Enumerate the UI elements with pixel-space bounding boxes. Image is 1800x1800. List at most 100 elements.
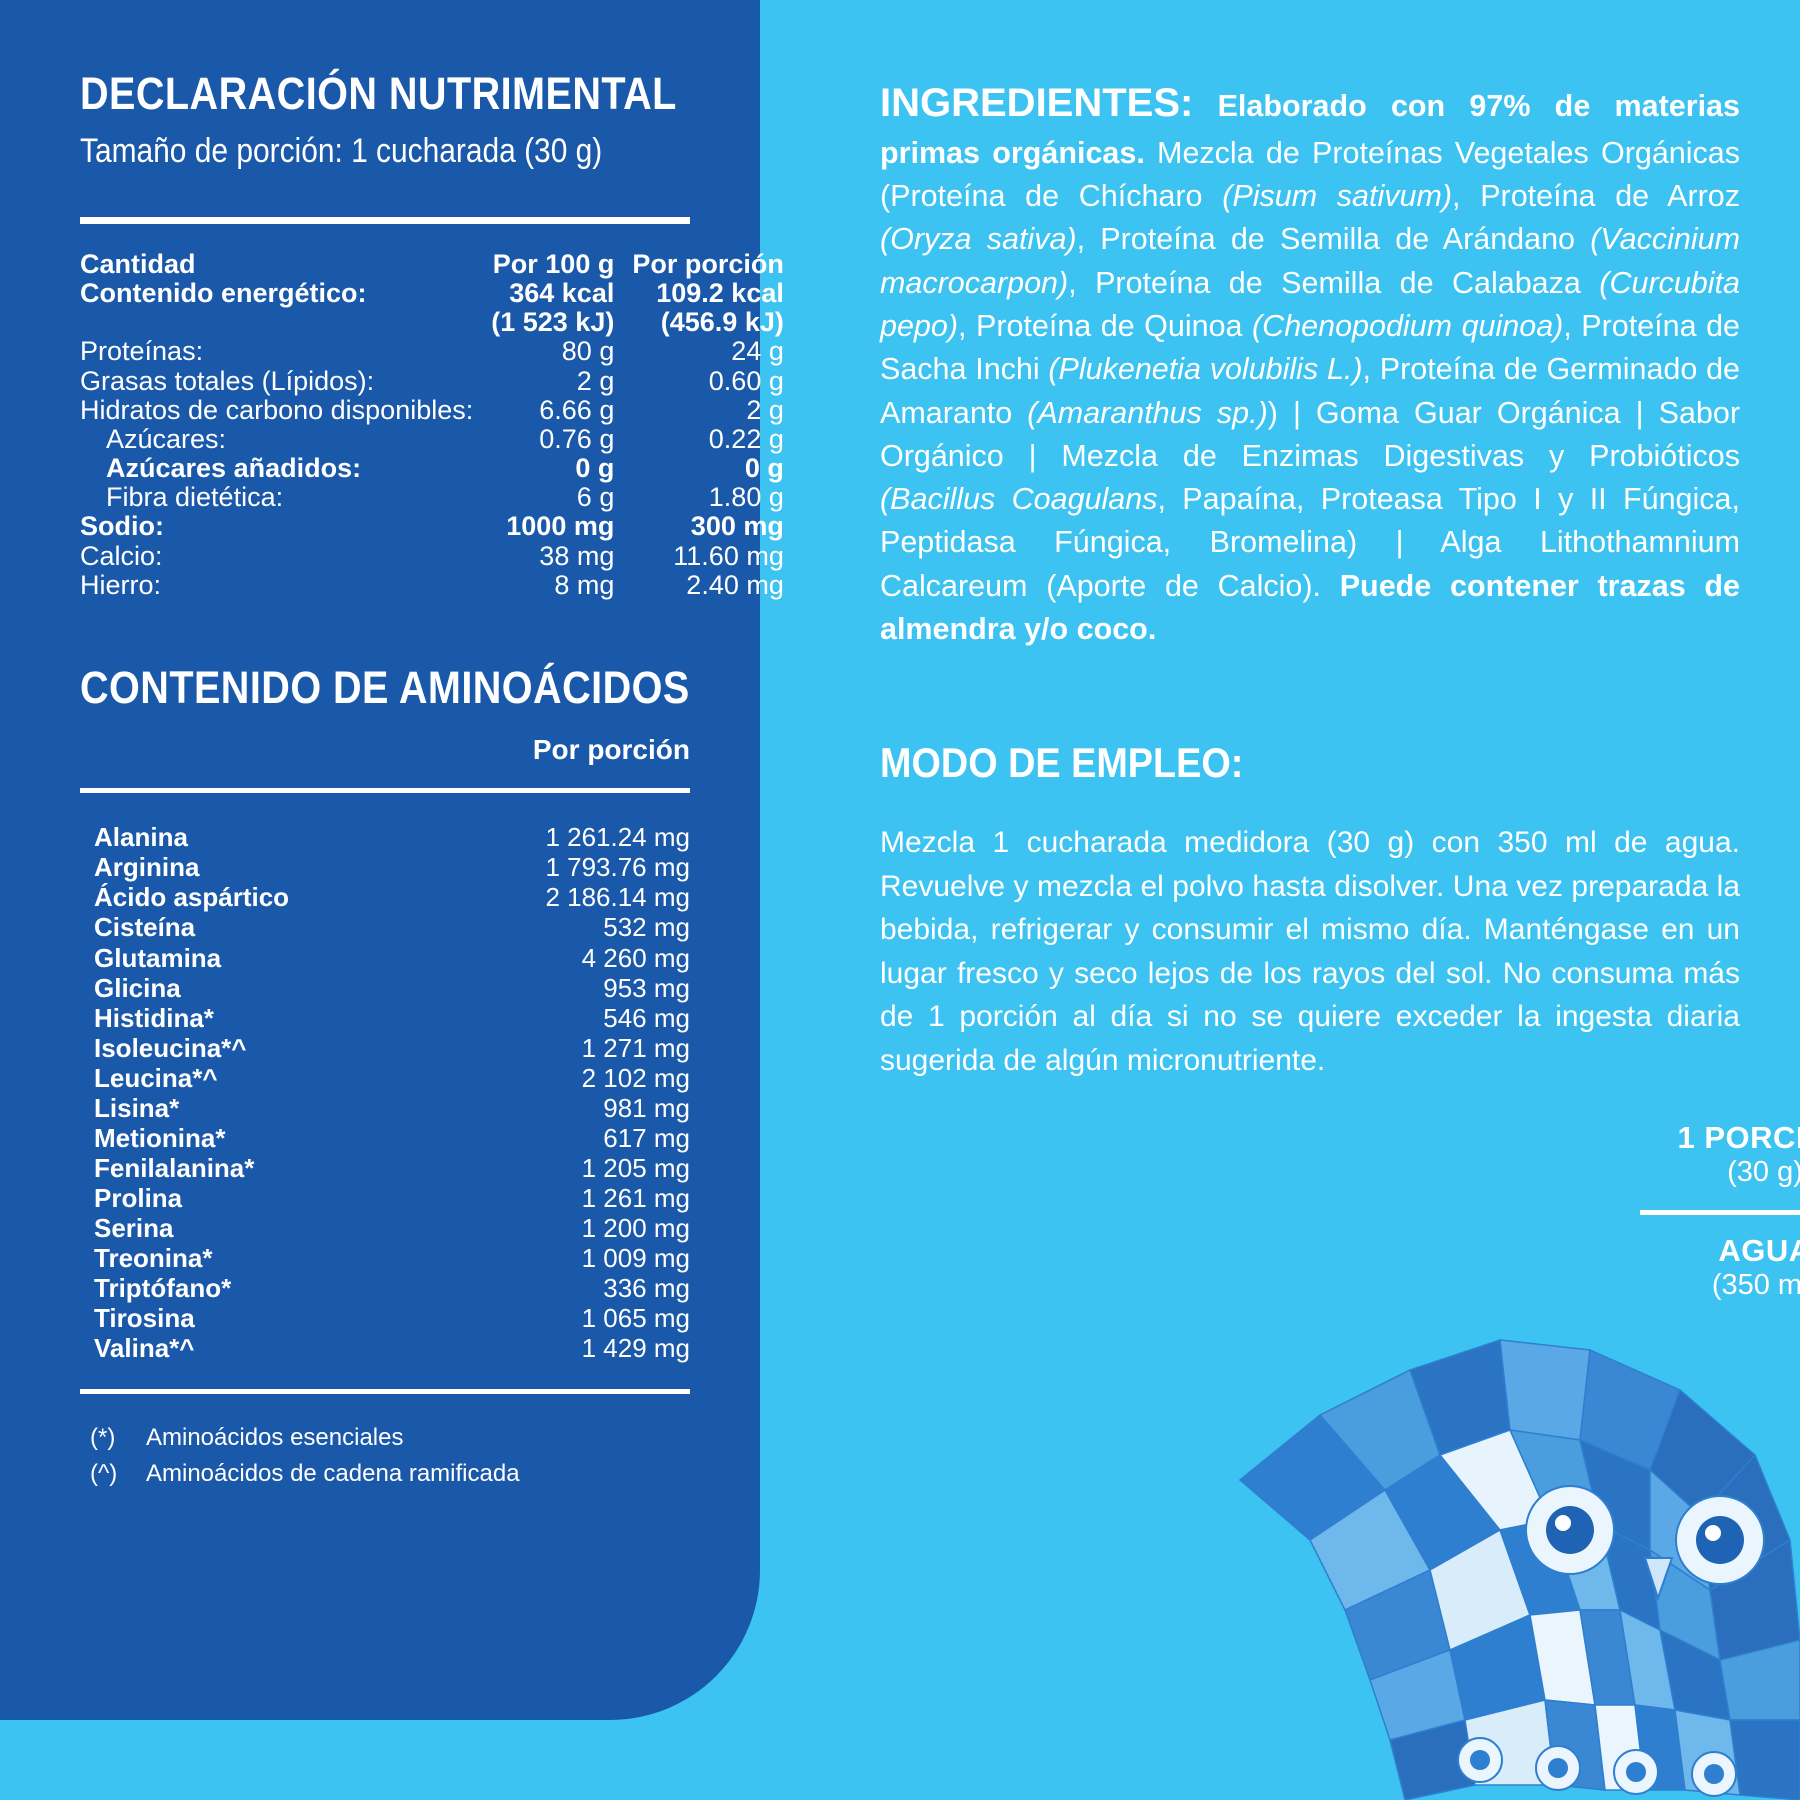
ingredients-heading: INGREDIENTES: xyxy=(880,81,1194,125)
amino-name: Treonina* xyxy=(94,1242,213,1273)
info-panel: INGREDIENTES: Elaborado con 97% de mater… xyxy=(760,0,1800,1800)
usda-band: ORGANIC xyxy=(1645,1610,1753,1656)
amino-value: 336 mg xyxy=(603,1272,690,1303)
serving-diagram: 1 PORCIÓN (30 g) AGUA (350 ml) xyxy=(1640,1120,1800,1350)
amino-value: 546 mg xyxy=(603,1002,690,1033)
table-row: Tirosina 1 065 mg xyxy=(80,1303,690,1333)
row-label: Hierro: xyxy=(80,569,162,600)
amino-acid-table: Alanina 1 261.24 mg Arginina 1 793.76 mg Á… xyxy=(80,823,690,1364)
table-row: Valina*^ 1 429 mg xyxy=(80,1333,690,1363)
amino-value: 617 mg xyxy=(603,1122,690,1153)
ingredients-body-8: ) | Goma Guar Orgánica | Sabor Orgánico … xyxy=(880,395,1740,473)
row-label: Contenido energético: xyxy=(80,278,367,309)
ingredients-paragraph: INGREDIENTES: Elaborado con 97% de mater… xyxy=(880,75,1740,651)
table-row: Glicina 953 mg xyxy=(80,973,690,1003)
footnote-mark: (*) xyxy=(90,1424,116,1452)
row-label xyxy=(80,308,473,337)
arrow-icon xyxy=(1640,1199,1800,1225)
footnote-mark: (^) xyxy=(90,1460,118,1488)
table-row: Leucina*^ 2 102 mg xyxy=(80,1063,690,1093)
row-value-perportion: 0.60 g xyxy=(708,365,784,396)
ingredients-body-9: , Papaína, Proteasa Tipo I y II Fúngica,… xyxy=(880,482,1740,603)
amino-name: Triptófano* xyxy=(94,1272,232,1303)
row-label: Fibra dietética: xyxy=(106,482,284,513)
amino-value: 1 271 mg xyxy=(581,1032,690,1063)
amino-value: 1 205 mg xyxy=(581,1152,690,1183)
divider-top xyxy=(80,217,690,224)
table-row: Grasas totales (Lípidos): 2 g 0.60 g xyxy=(80,365,784,396)
row-value-perportion: 1.80 g xyxy=(708,482,784,513)
usda-organic-badge: USDA ORGANIC xyxy=(1640,1543,1758,1661)
amino-value: 1 429 mg xyxy=(581,1332,690,1363)
row-value-perportion: 11.60 mg xyxy=(673,540,784,571)
row-value-per100: 38 mg xyxy=(539,540,615,571)
row-value-per100: 0.76 g xyxy=(539,423,615,454)
amino-name: Alanina xyxy=(94,822,188,853)
amino-name: Valina*^ xyxy=(94,1332,195,1363)
row-value-per100: 8 mg xyxy=(554,569,615,600)
ingredients-sci-7: (Amaranthus sp.) xyxy=(1027,395,1268,430)
table-row: Azúcares: 0.76 g 0.22 g xyxy=(80,423,784,454)
amino-name: Glicina xyxy=(94,972,181,1003)
amino-value: 1 065 mg xyxy=(581,1302,690,1333)
amino-name: Arginina xyxy=(94,852,200,883)
page-title: DECLARACIÓN NUTRIMENTAL xyxy=(80,68,677,119)
ingredients-sci-4: (Curcubita pepo) xyxy=(880,265,1740,343)
divider-amino-bottom xyxy=(80,1389,690,1395)
row-value-perportion: 2 g xyxy=(746,394,784,425)
row-label: Grasas totales (Lípidos): xyxy=(80,365,375,396)
row-value-perportion: (456.9 kJ) xyxy=(660,307,784,338)
row-label: Azúcares: xyxy=(106,423,227,454)
row-value-per100: 2 g xyxy=(576,365,615,396)
amino-name: Serina xyxy=(94,1212,174,1243)
amino-section-title: CONTENIDO DE AMINOÁCIDOS xyxy=(80,661,690,713)
amino-name: Metionina* xyxy=(94,1122,226,1153)
row-label: Calcio: xyxy=(80,540,163,571)
usage-heading: MODO DE EMPLEO: xyxy=(880,739,1244,787)
nutrition-table: Cantidad Por 100 g Por porción Contenido… xyxy=(80,249,784,600)
table-row: Treonina* 1 009 mg xyxy=(80,1243,690,1273)
owl-eye-left xyxy=(1525,1485,1615,1575)
col-header-perportion: Por porción xyxy=(632,249,784,279)
row-value-per100: 364 kcal xyxy=(509,278,615,309)
table-header-row: Cantidad Por 100 g Por porción xyxy=(80,249,784,279)
table-row: Prolina 1 261 mg xyxy=(80,1183,690,1213)
amino-value: 2 186.14 mg xyxy=(545,882,690,913)
row-label: Hidratos de carbono disponibles: xyxy=(80,394,474,425)
amino-name: Isoleucina*^ xyxy=(94,1032,247,1063)
serving-size-label: Tamaño de porción: 1 cucharada (30 g) xyxy=(80,132,603,170)
water-label: AGUA xyxy=(1718,1233,1800,1268)
amino-value: 1 009 mg xyxy=(581,1242,690,1273)
row-value-perportion: 109.2 kcal xyxy=(656,278,784,309)
ingredients-body-4: , Proteína de Semilla de Calabaza xyxy=(1068,265,1600,300)
col-header-per100: Por 100 g xyxy=(492,249,615,279)
table-row: Lisina* 981 mg xyxy=(80,1093,690,1123)
table-row: Fenilalanina* 1 205 mg xyxy=(80,1153,690,1183)
row-value-perportion: 2.40 mg xyxy=(686,569,784,600)
amino-value: 981 mg xyxy=(603,1092,690,1123)
table-row: Histidina* 546 mg xyxy=(80,1003,690,1033)
ingredients-sci-3: (Vaccinium macrocarpon) xyxy=(880,222,1740,300)
row-value-per100: (1 523 kJ) xyxy=(491,307,615,338)
table-row: Triptófano* 336 mg xyxy=(80,1273,690,1303)
ingredients-body-7: , Proteína de Germinado de Amaranto xyxy=(880,352,1740,430)
ingredients-trace-warning: Puede contener trazas de almendra y/o co… xyxy=(880,568,1740,647)
table-row: Arginina 1 793.76 mg xyxy=(80,853,690,883)
portion-label: 1 PORCIÓN xyxy=(1677,1120,1800,1155)
usage-paragraph: Mezcla 1 cucharada medidora (30 g) con 3… xyxy=(880,826,1740,1077)
row-label: Proteínas: xyxy=(80,336,204,367)
ingredients-sci-5: (Chenopodium quinoa) xyxy=(1252,308,1564,343)
amino-name: Cisteína xyxy=(94,912,196,943)
table-row: Isoleucina*^ 1 271 mg xyxy=(80,1033,690,1063)
table-row: Metionina* 617 mg xyxy=(80,1123,690,1153)
footnote-essential: (*) Aminoácidos esenciales xyxy=(80,1420,690,1456)
footnote-text: Aminoácidos de cadena ramificada xyxy=(146,1460,520,1488)
amino-value: 1 261 mg xyxy=(581,1182,690,1213)
amino-value: 4 260 mg xyxy=(581,942,690,973)
ingredients-sci-2: (Oryza sativa) xyxy=(880,222,1077,257)
certification-badges: USDA ORGANIC KMD MÉXICO KOSHER PAREVE xyxy=(1640,1540,1800,1664)
footnote-bcaa: (^) Aminoácidos de cadena ramificada xyxy=(80,1456,690,1492)
nutrition-panel: DECLARACIÓN NUTRIMENTAL Tamaño de porció… xyxy=(0,0,784,1720)
ingredients-lead: Elaborado con 97% de materias primas org… xyxy=(880,89,1740,170)
amino-column-header: Por porción xyxy=(532,733,690,765)
